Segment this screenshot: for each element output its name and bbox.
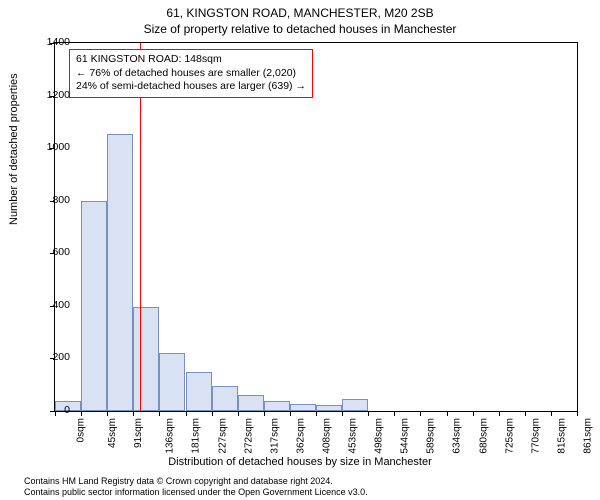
x-tick-label: 136sqm [165, 418, 176, 454]
x-tick-mark [525, 411, 526, 416]
plot-area: 61 KINGSTON ROAD: 148sqm ← 76% of detach… [54, 42, 578, 412]
y-tick-label: 200 [34, 351, 70, 363]
x-tick-label: 227sqm [217, 418, 228, 454]
histogram-bar [186, 372, 212, 411]
x-tick-mark [473, 411, 474, 416]
x-tick-mark [447, 411, 448, 416]
y-tick-label: 800 [34, 194, 70, 206]
info-line-3: 24% of semi-detached houses are larger (… [76, 80, 306, 94]
x-tick-mark [133, 411, 134, 416]
x-tick-label: 770sqm [530, 418, 541, 454]
x-tick-label: 272sqm [243, 418, 254, 454]
x-tick-mark [264, 411, 265, 416]
x-tick-mark [368, 411, 369, 416]
y-tick-label: 600 [34, 246, 70, 258]
x-tick-mark [551, 411, 552, 416]
x-tick-label: 861sqm [582, 418, 593, 454]
y-tick-label: 1000 [34, 141, 70, 153]
footer-line-1: Contains HM Land Registry data © Crown c… [24, 476, 368, 487]
x-tick-mark [238, 411, 239, 416]
histogram-bar [316, 405, 342, 411]
histogram-bar [342, 399, 368, 411]
histogram-bar [290, 404, 316, 411]
info-box: 61 KINGSTON ROAD: 148sqm ← 76% of detach… [69, 49, 313, 98]
x-tick-label: 0sqm [75, 418, 86, 442]
footer-line-2: Contains public sector information licen… [24, 487, 368, 498]
histogram-bar [264, 401, 290, 412]
x-tick-mark [212, 411, 213, 416]
x-tick-label: 317sqm [269, 418, 280, 454]
info-line-2: ← 76% of detached houses are smaller (2,… [76, 67, 306, 81]
histogram-bar [107, 134, 133, 411]
x-tick-label: 91sqm [133, 418, 144, 448]
y-axis-label: Number of detached properties [8, 73, 20, 225]
histogram-bar [81, 201, 107, 411]
y-tick-label: 400 [34, 299, 70, 311]
x-tick-mark [316, 411, 317, 416]
y-tick-label: 0 [34, 404, 70, 416]
histogram-bar [238, 395, 264, 411]
x-tick-label: 725sqm [504, 418, 515, 454]
x-tick-label: 815sqm [556, 418, 567, 454]
x-tick-label: 181sqm [191, 418, 202, 454]
chart-container: 61, KINGSTON ROAD, MANCHESTER, M20 2SB S… [0, 0, 600, 500]
property-marker-line [140, 43, 141, 411]
x-tick-label: 453sqm [348, 418, 359, 454]
x-tick-mark [81, 411, 82, 416]
histogram-bar [133, 307, 159, 411]
x-tick-label: 408sqm [321, 418, 332, 454]
info-line-1: 61 KINGSTON ROAD: 148sqm [76, 53, 306, 67]
x-tick-mark [186, 411, 187, 416]
histogram-bar [159, 353, 185, 411]
x-tick-label: 544sqm [400, 418, 411, 454]
x-tick-label: 680sqm [478, 418, 489, 454]
x-axis-label: Distribution of detached houses by size … [0, 456, 600, 468]
x-tick-label: 362sqm [295, 418, 306, 454]
x-tick-label: 45sqm [107, 418, 118, 448]
x-tick-mark [342, 411, 343, 416]
title-address: 61, KINGSTON ROAD, MANCHESTER, M20 2SB [0, 0, 600, 20]
x-tick-mark [577, 411, 578, 416]
x-tick-mark [394, 411, 395, 416]
x-tick-label: 498sqm [374, 418, 385, 454]
x-tick-mark [159, 411, 160, 416]
footer: Contains HM Land Registry data © Crown c… [24, 476, 368, 498]
x-tick-mark [420, 411, 421, 416]
x-tick-label: 634sqm [452, 418, 463, 454]
x-tick-mark [499, 411, 500, 416]
x-tick-mark [290, 411, 291, 416]
histogram-bar [212, 386, 238, 411]
x-tick-label: 589sqm [426, 418, 437, 454]
x-tick-mark [107, 411, 108, 416]
title-subtitle: Size of property relative to detached ho… [0, 20, 600, 36]
y-tick-label: 1400 [34, 36, 70, 48]
y-tick-label: 1200 [34, 89, 70, 101]
